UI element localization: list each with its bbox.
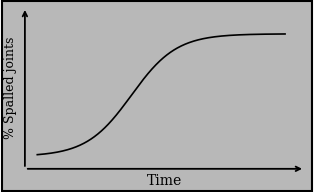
X-axis label: Time: Time bbox=[147, 174, 182, 188]
Y-axis label: % Spalled joints: % Spalled joints bbox=[4, 36, 17, 139]
